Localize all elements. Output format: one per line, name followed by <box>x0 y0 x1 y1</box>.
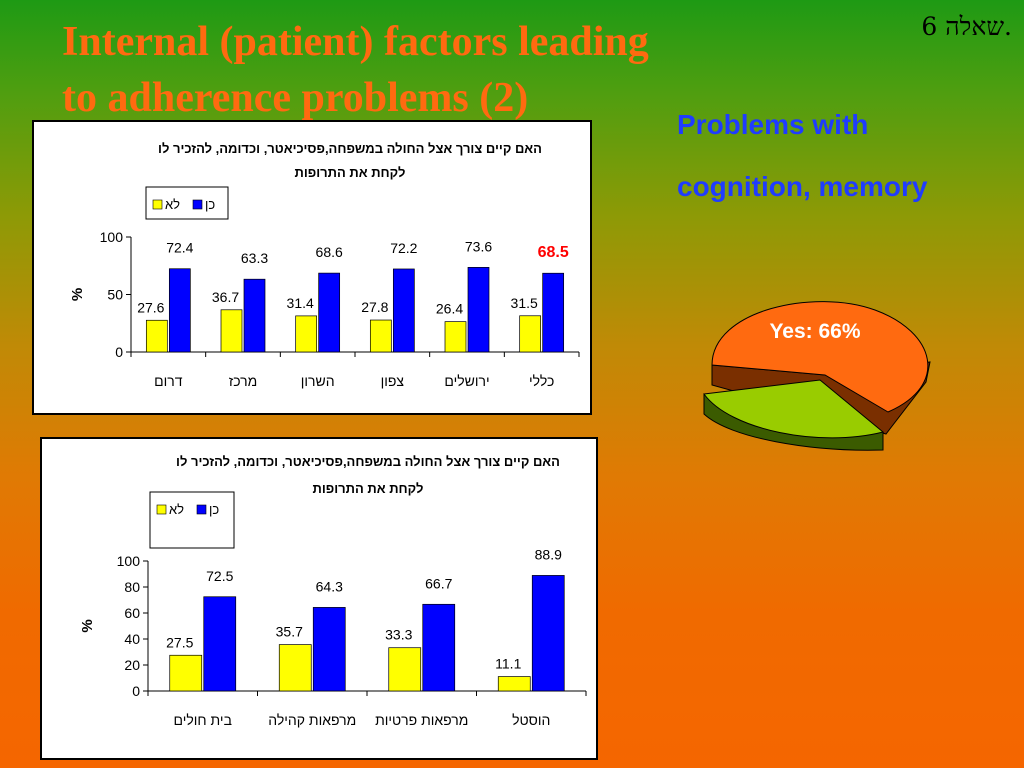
chart2-category-label-0: בית חולים <box>174 712 232 728</box>
chart2-bar-s0-1 <box>278 644 312 692</box>
chart2-bar-s1-1 <box>312 607 346 692</box>
chart2-legend-swatch-1 <box>196 504 207 515</box>
chart2-bar-s1-3 <box>531 575 565 692</box>
chart2-data-label-s0-2: 33.3 <box>385 627 412 643</box>
chart2-title-line-2: לקחת את התרופות <box>313 481 424 496</box>
chart2-bar-s0-0 <box>169 654 203 692</box>
chart2-data-label-s0-0: 27.5 <box>166 634 193 650</box>
chart1-bar-s0-4 <box>444 321 467 353</box>
chart2-bar-s1-0 <box>203 596 237 692</box>
question-label: שאלה 6. <box>921 12 1012 41</box>
chart-panel-settings: האם קיים צורך אצל החולה במשפחה,פסיכיאטר,… <box>40 437 598 760</box>
chart2-y-tick-label-4: 80 <box>124 579 140 595</box>
chart1-bar-s1-2 <box>318 272 341 353</box>
chart2-title-line-1: האם קיים צורך אצל החולה במשפחה,פסיכיאטר,… <box>176 454 560 469</box>
chart1-data-label-s1-1: 63.3 <box>241 250 268 266</box>
chart1-bar-s0-2 <box>295 315 318 353</box>
chart2-category-label-3: הוסטל <box>512 712 550 728</box>
pie-slice-1-top <box>703 379 885 439</box>
chart1-category-label-3: צפון <box>381 373 405 389</box>
chart2-data-label-s1-3: 88.9 <box>535 546 562 562</box>
chart1-bar-s1-5 <box>542 272 565 353</box>
chart1-bar-s0-0 <box>145 319 168 353</box>
pie-chart-panel: Yes: 66% <box>690 280 950 475</box>
chart1-data-label-s1-2: 68.6 <box>316 244 343 260</box>
chart1-data-label-s1-5: 68.5 <box>538 244 569 261</box>
chart1-data-label-s0-0: 27.6 <box>137 299 164 315</box>
chart1-legend-label-0: לא <box>165 197 180 212</box>
chart2-data-label-s1-0: 72.5 <box>206 568 233 584</box>
chart2-bar-s0-2 <box>388 647 422 692</box>
chart2-data-label-s0-3: 11.1 <box>495 656 521 672</box>
chart1-bar-s1-0 <box>168 268 191 353</box>
chart2-y-tick-label-2: 40 <box>124 631 140 647</box>
chart2-y-tick-label-0: 0 <box>132 683 140 699</box>
chart1-bar-s0-1 <box>220 309 243 353</box>
chart1-bar-s1-4 <box>467 267 490 353</box>
chart1-data-label-s1-4: 73.6 <box>465 238 492 254</box>
chart2-category-label-1: מרפאות קהילה <box>268 712 356 728</box>
slide-title-line-1: Internal (patient) factors leading <box>62 19 649 65</box>
chart2-legend-label-1: כן <box>209 502 219 517</box>
callout-line-1: Problems with <box>677 109 869 140</box>
chart2-data-label-s1-1: 64.3 <box>316 578 343 594</box>
chart1-data-label-s0-2: 31.4 <box>287 295 314 311</box>
chart1-legend-swatch-0 <box>152 199 163 210</box>
chart1-category-label-2: השרון <box>301 373 335 389</box>
chart1-y-axis-label: % <box>69 288 86 301</box>
chart1-y-tick-label-0: 0 <box>115 344 123 360</box>
chart1-data-label-s0-3: 27.8 <box>361 299 388 315</box>
chart2-y-axis-label: % <box>79 619 96 632</box>
chart1-category-label-4: ירושלים <box>444 373 489 389</box>
chart2-data-label-s1-2: 66.7 <box>425 575 452 591</box>
pie-chart-svg: Yes: 66% <box>703 301 931 451</box>
chart2-legend-box <box>149 491 235 549</box>
chart2-y-tick-label-5: 100 <box>117 553 141 569</box>
chart1-y-tick-label-2: 100 <box>100 229 124 245</box>
chart2-bar-s1-2 <box>422 603 456 692</box>
slide-title-line-2: to adherence problems (2) <box>62 75 529 121</box>
chart1-bar-s1-1 <box>243 278 266 353</box>
chart1-title-line-1: האם קיים צורך אצל החולה במשפחה,פסיכיאטר,… <box>158 141 542 156</box>
chart1-legend-swatch-1 <box>192 199 203 210</box>
chart1-data-label-s1-0: 72.4 <box>166 240 193 256</box>
chart1-data-label-s0-5: 31.5 <box>511 295 538 311</box>
chart1-bar-s1-3 <box>392 268 415 353</box>
chart1-y-tick-label-1: 50 <box>107 287 123 303</box>
callout-line-2: cognition, memory <box>677 171 928 202</box>
chart1-category-label-0: דרום <box>154 373 183 389</box>
slide-title: Internal (patient) factors leading to ad… <box>62 14 822 126</box>
chart1-category-label-5: כללי <box>529 373 554 389</box>
chart1-bar-s0-5 <box>519 315 542 353</box>
chart1-category-label-1: מרכז <box>229 373 258 389</box>
chart2-legend-swatch-0 <box>156 504 167 515</box>
chart2-y-tick-label-1: 20 <box>124 657 140 673</box>
chart-panel-regions: האם קיים צורך אצל החולה במשפחה,פסיכיאטר,… <box>32 120 592 415</box>
chart-settings-svg: האם קיים צורך אצל החולה במשפחה,פסיכיאטר,… <box>79 454 587 728</box>
chart1-data-label-s1-3: 72.2 <box>390 240 417 256</box>
chart1-data-label-s0-1: 36.7 <box>212 289 239 305</box>
chart1-legend-label-1: כן <box>205 197 215 212</box>
chart2-data-label-s0-1: 35.7 <box>276 624 303 640</box>
chart2-bar-s0-3 <box>497 676 531 692</box>
callout-text: Problems with cognition, memory <box>677 94 1007 218</box>
chart2-legend-label-0: לא <box>169 502 184 517</box>
chart-regions-svg: האם קיים צורך אצל החולה במשפחה,פסיכיאטר,… <box>69 141 580 389</box>
chart1-data-label-s0-4: 26.4 <box>436 301 463 317</box>
pie-slice-0-top <box>711 301 929 413</box>
chart2-category-label-2: מרפאות פרטיות <box>375 712 468 728</box>
chart1-title-line-2: לקחת את התרופות <box>295 165 406 180</box>
chart1-bar-s0-3 <box>369 319 392 353</box>
chart2-y-tick-label-3: 60 <box>124 605 140 621</box>
pie-slice-label-0: Yes: 66% <box>769 320 860 343</box>
